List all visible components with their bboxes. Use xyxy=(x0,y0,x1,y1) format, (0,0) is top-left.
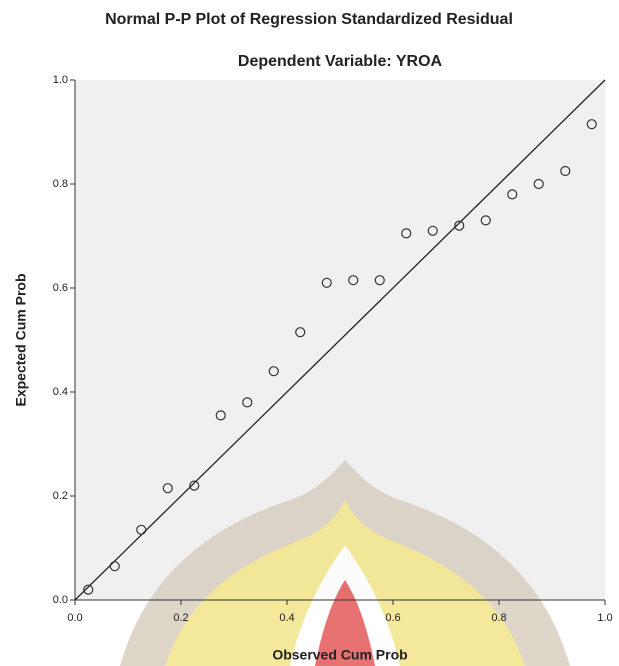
y-tick-label: 0.8 xyxy=(53,178,68,190)
point xyxy=(454,220,465,231)
chart-subtitle: Dependent Variable: YROA xyxy=(238,53,443,70)
x-tick-label: 1.0 xyxy=(597,612,612,624)
x-tick-label: 0.6 xyxy=(385,612,400,624)
point xyxy=(586,119,597,130)
point xyxy=(374,275,385,286)
y-tick-label: 0.0 xyxy=(53,594,68,606)
point xyxy=(295,327,306,338)
point xyxy=(321,277,332,288)
point xyxy=(427,225,438,236)
y-tick-label: 0.2 xyxy=(53,490,68,502)
y-tick-label: 0.6 xyxy=(53,282,68,294)
x-tick-label: 0.0 xyxy=(67,612,82,624)
point xyxy=(162,483,173,494)
watermark xyxy=(120,460,570,666)
point xyxy=(348,275,359,286)
point xyxy=(215,410,226,421)
y-axis-label: Expected Cum Prob xyxy=(13,273,29,406)
point xyxy=(136,524,147,535)
point xyxy=(507,189,518,200)
reference-line xyxy=(74,79,606,601)
y-tick-label: 0.4 xyxy=(53,386,68,398)
x-tick-label: 0.2 xyxy=(173,612,188,624)
point xyxy=(189,480,200,491)
chart-title: Normal P-P Plot of Regression Standardiz… xyxy=(105,11,513,28)
point xyxy=(560,165,571,177)
point xyxy=(533,178,544,190)
x-tick-label: 0.8 xyxy=(491,612,506,624)
point xyxy=(83,584,94,595)
point xyxy=(268,366,279,377)
x-axis-label: Observed Cum Prob xyxy=(272,647,407,663)
y-tick-label: 1.0 xyxy=(53,74,68,86)
point xyxy=(109,561,120,572)
point xyxy=(480,215,491,226)
watermark-flame xyxy=(315,580,375,666)
point xyxy=(242,397,253,408)
point xyxy=(401,228,412,239)
x-tick-label: 0.4 xyxy=(279,612,294,624)
